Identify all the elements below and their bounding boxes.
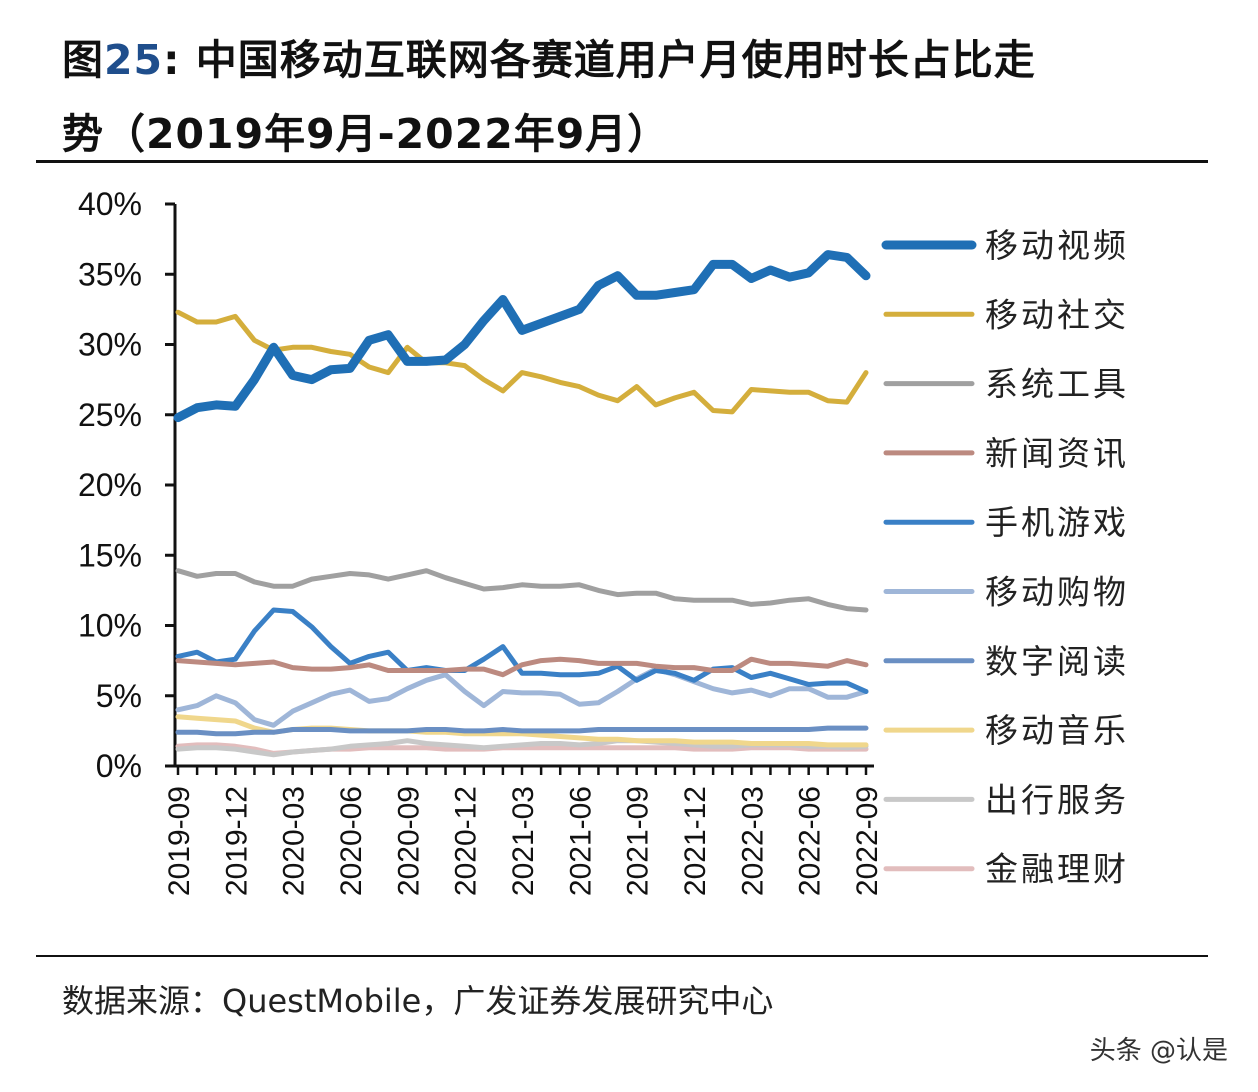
x-tick-label: 2021-12 (679, 786, 712, 896)
legend-label: 移动视频 (985, 227, 1129, 264)
series-line-7 (175, 725, 869, 737)
x-tick-label: 2019-12 (220, 786, 253, 896)
x-tick-label: 2021-06 (564, 786, 597, 896)
source-note: 数据来源：QuestMobile，广发证券发展研究中心 (62, 982, 774, 1020)
bottom-rule (36, 955, 1208, 957)
line-chart: 0% 5% 10% 15% 20% 25% 30% 35% 40% 2019-09 2019-12 2… (78, 186, 1129, 896)
series-line-2 (175, 309, 869, 415)
x-tick-label: 2020-06 (335, 786, 368, 896)
legend-label: 移动社交 (985, 296, 1129, 333)
legend-label: 数字阅读 (985, 643, 1129, 680)
figure-number: 25 (104, 36, 164, 84)
legend-label: 金融理财 (985, 851, 1129, 888)
series-line-4 (175, 656, 869, 678)
x-tick-label: 2022-03 (736, 786, 769, 896)
y-tick-label: 15% (78, 537, 142, 573)
legend-label: 出行服务 (985, 781, 1129, 818)
y-tick-label: 10% (78, 608, 142, 644)
series-line-1 (173, 250, 871, 423)
series-line-5 (175, 607, 869, 694)
y-tick-label: 20% (78, 467, 142, 503)
watermark: 头条 @认是 (1089, 1036, 1228, 1066)
x-tick-label: 2020-09 (392, 786, 425, 896)
x-tick-label: 2021-03 (507, 786, 540, 896)
y-tick-label: 30% (78, 327, 142, 363)
x-tick-label: 2019-09 (163, 786, 196, 896)
x-tick-label: 2020-12 (450, 786, 483, 896)
y-tick-label: 35% (78, 256, 142, 292)
y-tick-label: 25% (78, 397, 142, 433)
y-tick-label: 40% (78, 186, 142, 222)
series-line-6 (175, 666, 869, 728)
y-tick-label: 0% (96, 748, 142, 784)
x-tick-label: 2022-09 (851, 786, 884, 896)
legend-label: 系统工具 (985, 366, 1129, 403)
title-text: : 中国移动互联网各赛道用户月使用时长占比走 (163, 36, 1036, 84)
legend-label: 手机游戏 (985, 504, 1129, 541)
figure-title-line2: 势（2019年9月-2022年9月） (62, 110, 670, 158)
x-tick-label: 2020-03 (278, 786, 311, 896)
legend-label: 移动购物 (985, 574, 1129, 611)
x-tick-label: 2022-06 (794, 786, 827, 896)
y-tick-label: 5% (96, 678, 142, 714)
title-prefix: 图 (62, 36, 104, 84)
series-line-3 (175, 568, 869, 613)
legend-label: 新闻资讯 (985, 435, 1129, 472)
legend-label: 移动音乐 (985, 712, 1129, 749)
x-tick-label: 2021-09 (622, 786, 655, 896)
top-rule (36, 160, 1208, 163)
figure-title-line1: 图25: 中国移动互联网各赛道用户月使用时长占比走 (62, 26, 1036, 86)
